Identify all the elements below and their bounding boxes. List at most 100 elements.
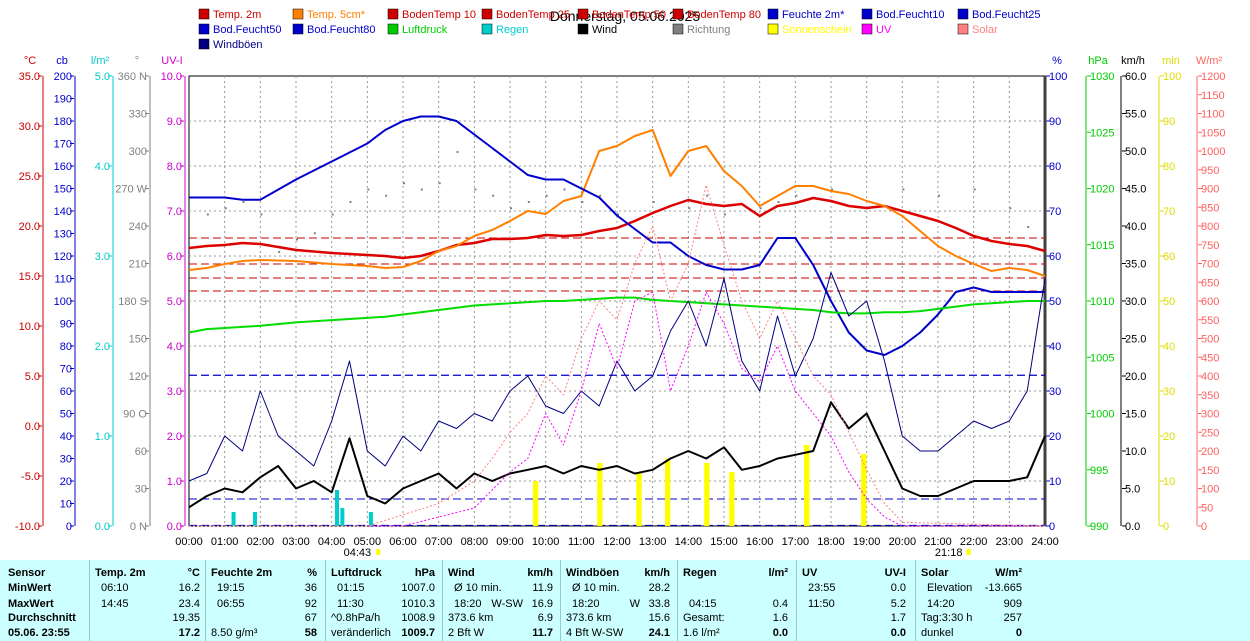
legend-label: Windböen [213, 39, 263, 51]
axis-tick-label: -5.0 [21, 471, 40, 483]
stats-min-label: Ø 10 min. [454, 582, 502, 594]
stats-current-value: 0.0 [772, 627, 788, 639]
axis-tick-label: 800 [1201, 221, 1219, 233]
wind-direction-point [492, 194, 495, 197]
x-tick-label: 05:00 [354, 536, 382, 548]
rain-bar [231, 512, 236, 526]
stats-current-value: 24.1 [648, 627, 670, 639]
axis-tick-label: 0 N [130, 521, 147, 533]
axis-tick-label: 60 [1163, 251, 1175, 263]
axis-tick-label: 360 N [118, 71, 147, 83]
stats-min-value: 36 [304, 582, 317, 594]
axis-tick-label: 0 [1049, 521, 1055, 533]
axis-unit-label: °C [24, 55, 36, 67]
stats-row-label: Durchschnitt [8, 612, 76, 624]
axis-tick-label: 10 [1163, 476, 1175, 488]
axis-tick-label: 80 [1163, 161, 1175, 173]
wind-direction-point [349, 201, 352, 203]
axis-tick-label: 25.0 [19, 171, 40, 183]
axis-tick-label: 8.0 [167, 161, 182, 173]
axis-tick-label: 90 [60, 319, 72, 331]
stats-min-label: 23:55 [808, 582, 836, 594]
axis-tick-label: 30 [1049, 386, 1061, 398]
axis-tick-label: 1000 [1090, 409, 1114, 421]
axis-tick-label: 160 [54, 161, 72, 173]
x-tick-label: 16:00 [746, 536, 774, 548]
axis-tick-label: 150 [129, 334, 147, 346]
axis-unit-label: ° [135, 55, 139, 67]
axis-tick-label: 30.0 [1125, 296, 1146, 308]
axis-tick-label: 0 [1163, 521, 1169, 533]
wind-direction-point [367, 188, 370, 191]
legend-label: BodenTemp 25 [496, 9, 570, 21]
stats-max-direction: W-SW [491, 598, 523, 610]
axis-tick-label: 330 [129, 109, 147, 121]
legend-label: BodenTemp 10 [402, 9, 476, 21]
legend: Temp. 2m Temp. 5cm* BodenTemp 10 BodenTemp … [198, 8, 1041, 51]
axis-tick-label: 600 [1201, 296, 1219, 308]
axis-tick-label: 240 [129, 221, 147, 233]
wind-direction-point [260, 213, 263, 216]
series-line [188, 401, 1046, 509]
x-tick-label: 17:00 [782, 536, 810, 548]
legend-label: BodenTemp 50 [592, 9, 666, 21]
axis-tick-label: 40 [1049, 341, 1061, 353]
axis-tick-label: 150 [1201, 465, 1219, 477]
axis-tick-label: 1010 [1090, 296, 1114, 308]
axis-tick-label: 200 [54, 71, 72, 83]
wind-direction-point [831, 188, 833, 191]
wind-direction-point [938, 194, 940, 197]
axis-tick-label: 850 [1201, 202, 1219, 214]
series-line [188, 129, 1046, 277]
legend-swatch [481, 8, 493, 20]
axis-tick-label: 10 [1049, 476, 1061, 488]
stats-column-unit: % [307, 567, 317, 579]
stats-sensor-header: Sensor [8, 567, 46, 579]
axis-tick-label: 90 [1163, 116, 1175, 128]
axis-tick-label: 60 [60, 386, 72, 398]
stats-min-value: -13.665 [984, 582, 1022, 594]
wind-direction-point [438, 182, 441, 185]
stats-column-header: Wind [448, 567, 475, 579]
stats-row-label: 05.06. 23:55 [8, 627, 70, 639]
wind-direction-point [527, 201, 530, 203]
axis-tick-label: 70 [1163, 206, 1175, 218]
plot-area [188, 75, 1047, 527]
axis-tick-label: 150 [54, 184, 72, 196]
legend-swatch [861, 8, 873, 20]
axis-tick-label: 55.0 [1125, 109, 1146, 121]
axis-tick-label: 990 [1090, 521, 1108, 533]
sunset-label: 21:18 [935, 547, 963, 559]
stats-column-unit: km/h [527, 567, 553, 579]
wind-direction-point [278, 251, 281, 253]
x-tick-label: 08:00 [461, 536, 489, 548]
axis-tick-label: 10 [60, 499, 72, 511]
axis-tick-label: 995 [1090, 465, 1108, 477]
legend-label: Bod.Feucht50 [213, 24, 282, 36]
axis-tick-label: 1150 [1201, 90, 1225, 102]
axis-tick-label: 2.0 [95, 341, 110, 353]
legend-swatch [198, 23, 210, 35]
axis-tick-label: 60 [1049, 251, 1061, 263]
axis-tick-label: 1000 [1201, 146, 1225, 158]
legend-swatch [387, 8, 399, 20]
axis-tick-label: 90 O [123, 409, 147, 421]
axis-tick-label: 10.0 [19, 321, 40, 333]
wind-direction-point [795, 194, 798, 197]
stats-current-value: 58 [304, 627, 317, 639]
stats-column-separator [915, 560, 916, 641]
stats-current-label: dunkel [921, 627, 954, 639]
x-tick-label: 19:00 [853, 536, 881, 548]
axis-tick-label: 200 [1201, 446, 1219, 458]
axis-tick-label: 10.0 [1125, 446, 1146, 458]
axis-tick-label: 550 [1201, 315, 1219, 327]
stats-avg-value: 1.7 [890, 612, 906, 624]
axis-tick-label: 6.0 [167, 251, 182, 263]
stats-column-header: Temp. 2m [95, 567, 146, 579]
stats-current-value: 11.7 [532, 627, 553, 639]
legend-swatch [292, 8, 304, 20]
series-line [188, 196, 1046, 260]
stats-row-label: MinWert [8, 582, 52, 594]
stats-current-value: 1009.7 [401, 627, 435, 639]
axis-tick-label: 1025 [1090, 127, 1114, 139]
